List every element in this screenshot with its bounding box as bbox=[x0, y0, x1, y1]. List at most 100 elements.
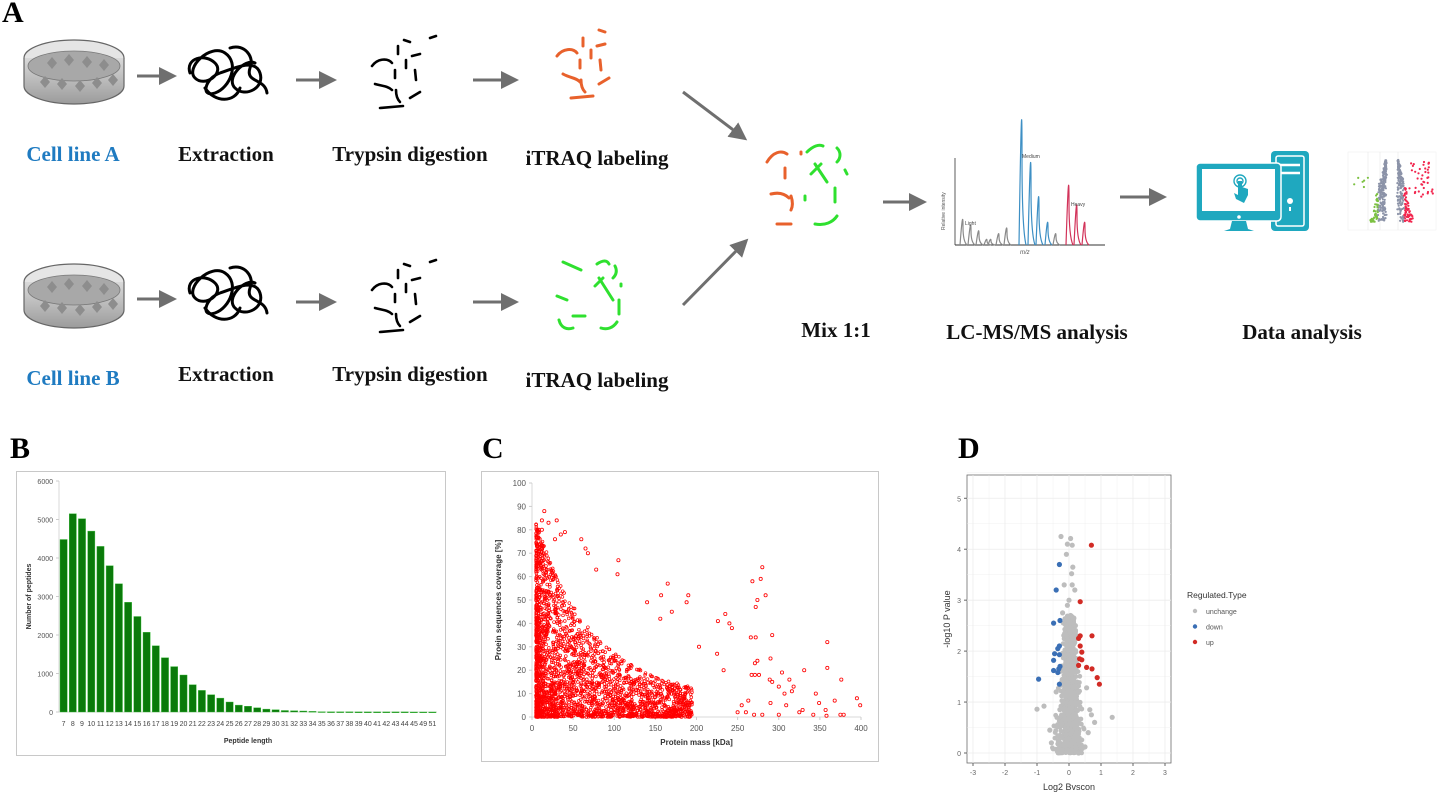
scatter-point bbox=[755, 658, 760, 663]
scatter-point bbox=[554, 668, 559, 672]
scatter-point bbox=[568, 662, 572, 666]
scatter-point bbox=[567, 667, 571, 672]
scatter-point bbox=[534, 533, 539, 537]
scatter-point bbox=[674, 708, 678, 713]
scatter-point bbox=[542, 573, 547, 577]
spectrum-peak bbox=[975, 230, 984, 246]
bar bbox=[234, 704, 243, 713]
scatter-point bbox=[619, 661, 624, 666]
scatter-point bbox=[664, 709, 669, 714]
spectrum-peak bbox=[959, 218, 968, 246]
labeled-peptides-icon-a bbox=[555, 28, 611, 100]
scatter-point bbox=[639, 704, 643, 708]
mini-volcano-point bbox=[1403, 192, 1406, 195]
scatter-point bbox=[549, 671, 554, 676]
scatter-point bbox=[534, 607, 538, 611]
scatter-point bbox=[676, 701, 681, 706]
scatter-point bbox=[534, 586, 539, 591]
mixed-peptides-icon bbox=[765, 143, 849, 226]
scatter-point bbox=[776, 712, 781, 717]
mini-volcano-point bbox=[1426, 190, 1430, 194]
x-tick-label: 7 bbox=[62, 721, 66, 728]
scatter-point bbox=[534, 597, 538, 602]
scatter-point bbox=[542, 558, 547, 562]
volcano-point-up bbox=[1094, 675, 1100, 681]
scatter-point bbox=[590, 713, 594, 717]
scatter-point bbox=[576, 636, 580, 641]
mini-volcano-point bbox=[1379, 194, 1382, 197]
scatter-point bbox=[613, 652, 618, 657]
scatter-point bbox=[582, 677, 586, 682]
scatter-point bbox=[580, 694, 585, 699]
scatter-point bbox=[548, 703, 552, 707]
scatter-point bbox=[615, 689, 620, 694]
scatter-point bbox=[655, 676, 660, 681]
x-tick-label: 8 bbox=[71, 721, 75, 728]
mini-volcano-point bbox=[1384, 159, 1387, 162]
scatter-point bbox=[550, 570, 555, 574]
spectrum-peak bbox=[1003, 227, 1012, 246]
bar bbox=[410, 711, 418, 714]
scatter-point bbox=[606, 672, 611, 676]
mini-volcano-point bbox=[1397, 158, 1400, 162]
mini-volcano-point bbox=[1416, 177, 1419, 180]
scatter-point bbox=[542, 693, 547, 697]
x-tick-label: 33 bbox=[299, 721, 307, 728]
bar bbox=[364, 711, 372, 713]
scatter-point bbox=[618, 678, 622, 683]
mini-volcano-point bbox=[1385, 165, 1388, 168]
panel-c-letter: C bbox=[482, 432, 504, 465]
volcano-point-unchange bbox=[1069, 571, 1075, 577]
x-tick-label: 150 bbox=[649, 724, 663, 733]
x-tick-label: 29 bbox=[263, 721, 271, 728]
bar bbox=[253, 707, 262, 713]
scatter-point bbox=[555, 589, 560, 593]
scatter-point bbox=[580, 706, 584, 710]
mini-volcano-point bbox=[1384, 162, 1387, 165]
volcano-point-unchange bbox=[1063, 732, 1068, 737]
y-axis-label: Number of peptides bbox=[26, 564, 33, 630]
scatter-point bbox=[584, 715, 589, 719]
scatter-point bbox=[689, 695, 694, 700]
volcano-point-unchange bbox=[1076, 683, 1081, 689]
scatter-point bbox=[573, 711, 577, 715]
scatter-point bbox=[575, 631, 580, 636]
y-tick-label: 20 bbox=[517, 666, 526, 675]
scatter-point bbox=[565, 687, 569, 691]
scatter-point bbox=[637, 687, 642, 691]
bar bbox=[336, 711, 345, 713]
scatter-point bbox=[824, 713, 829, 718]
scatter-point bbox=[607, 674, 611, 679]
scatter-point bbox=[553, 608, 557, 612]
scatter-point bbox=[549, 673, 554, 678]
mini-volcano-point bbox=[1424, 167, 1427, 170]
mini-volcano-point bbox=[1427, 162, 1430, 165]
mini-volcano-point bbox=[1405, 203, 1408, 206]
scatter-point bbox=[542, 597, 547, 601]
scatter-point bbox=[573, 612, 577, 617]
scatter-point bbox=[619, 696, 623, 700]
bar bbox=[96, 546, 105, 713]
scatter-point bbox=[548, 585, 552, 589]
scatter-point bbox=[627, 693, 631, 697]
volcano-point-down bbox=[1055, 646, 1061, 652]
scatter-point bbox=[675, 692, 679, 697]
scatter-point bbox=[583, 546, 588, 551]
scatter-point bbox=[541, 544, 545, 548]
scatter-point bbox=[620, 713, 624, 717]
bar bbox=[271, 709, 280, 713]
scatter-point bbox=[549, 678, 554, 682]
scatter-point bbox=[543, 577, 548, 581]
bar bbox=[225, 701, 234, 713]
scatter-point bbox=[584, 652, 589, 657]
x-tick-label: 40 bbox=[364, 721, 372, 728]
scatter-point bbox=[649, 706, 653, 711]
scatter-point bbox=[558, 658, 563, 662]
scatter-point bbox=[547, 560, 551, 564]
volcano-point-unchange bbox=[1068, 731, 1073, 737]
mini-volcano-point bbox=[1407, 208, 1410, 211]
x-tick-label: 45 bbox=[410, 721, 418, 728]
x-tick-label: 42 bbox=[382, 721, 390, 728]
scatter-point bbox=[549, 616, 553, 621]
scatter-point bbox=[534, 542, 539, 547]
